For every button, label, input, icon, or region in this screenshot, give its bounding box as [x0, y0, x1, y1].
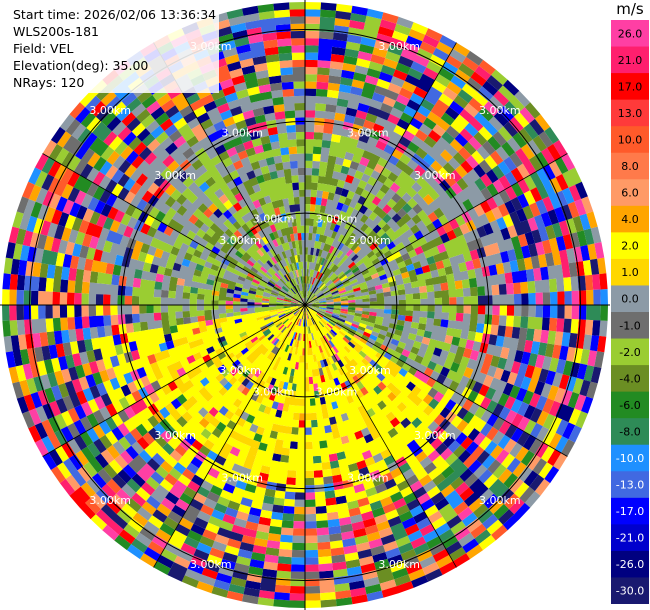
colorbar-tick-label: 2.0: [621, 240, 639, 253]
colorbar-segment: [611, 550, 649, 578]
colorbar-segment: [611, 46, 649, 74]
range-ring-label: 3.00km: [154, 429, 196, 442]
range-ring-label: 3.00km: [378, 40, 420, 53]
colorbar-segment: [611, 258, 649, 286]
colorbar-tick-label: -13.0: [616, 479, 644, 492]
range-ring-label: 3.00km: [221, 126, 263, 139]
range-ring-label: 3.00km: [253, 213, 295, 226]
azimuth-spoke: [42, 153, 306, 306]
colorbar-segment: [611, 365, 649, 393]
polar-grid: 3.00km 3.00km 3.00km 3.00km 3.00km 3.00km 3.00…: [0, 0, 610, 610]
colorbar-segment: [611, 20, 649, 48]
colorbar: 26.0 21.0 17.0 13.0 10.0 8.0 6.0 4.0 2.0 1.0 0.0 -1…: [611, 20, 649, 604]
range-ring-label: 3.00km: [479, 494, 521, 507]
colorbar-segment: [611, 152, 649, 180]
colorbar-tick-label: 21.0: [618, 54, 643, 67]
colorbar-units: m/s: [616, 0, 644, 18]
azimuth-spoke: [304, 42, 457, 306]
colorbar-segment: [611, 126, 649, 154]
scan-info-box: Start time: 2026/02/06 13:36:34 WLS200s-…: [12, 5, 220, 93]
range-ring-label: 3.00km: [378, 558, 420, 571]
colorbar-segment: [611, 338, 649, 366]
colorbar-tick-label: -17.0: [616, 505, 644, 518]
velocity-gate-group: [3, 2, 590, 607]
colorbar-tick-label: 10.0: [618, 133, 643, 146]
colorbar-segment: [611, 391, 649, 419]
range-ring-label: 3.00km: [414, 169, 456, 182]
velocity-gate-group: [3, 12, 608, 588]
range-ring-label: 3.00km: [219, 364, 261, 377]
colorbar-segment: [611, 444, 649, 472]
colorbar-tick-label: -30.0: [616, 585, 644, 598]
colorbar-tick-label: 13.0: [618, 107, 643, 120]
azimuth-spoke: [42, 304, 306, 457]
velocity-gate-group: [22, 34, 605, 572]
colorbar-tick-label: 1.0: [621, 266, 639, 279]
colorbar-segment: [611, 577, 649, 604]
colorbar-segment: [611, 179, 649, 207]
colorbar-segment: [611, 285, 649, 313]
range-ring-label: 3.00km: [316, 385, 358, 398]
velocity-gate-group: [2, 5, 600, 601]
velocity-gate-group: [5, 2, 601, 590]
elevation-text: Elevation(deg): 35.00: [13, 58, 149, 73]
nrays-text: NRays: 120: [13, 75, 85, 90]
range-ring-label: 3.00km: [154, 169, 196, 182]
colorbar-tick-label: 0.0: [621, 293, 639, 306]
colorbar-segment: [611, 524, 649, 552]
ppi-plot: 3.00km 3.00km 3.00km 3.00km 3.00km 3.00km 3.00…: [0, 0, 610, 610]
colorbar-segment: [611, 471, 649, 499]
range-ring-label: 3.00km: [253, 385, 295, 398]
start-time-text: Start time: 2026/02/06 13:36:34: [13, 7, 217, 22]
colorbar-segment: [611, 232, 649, 260]
colorbar-tick-label: -8.0: [619, 425, 640, 438]
range-ring-label: 3.00km: [190, 558, 232, 571]
colorbar-tick-label: -26.0: [616, 558, 644, 571]
colorbar-tick-label: -2.0: [619, 346, 640, 359]
velocity-gate-group: [2, 2, 592, 608]
colorbar-segment: [611, 497, 649, 525]
colorbar-tick-label: 17.0: [618, 80, 643, 93]
range-ring-label: 3.00km: [479, 104, 521, 117]
range-ring-label: 3.00km: [347, 472, 389, 485]
velocity-gate-group: [15, 53, 584, 608]
colorbar-tick-label: -10.0: [616, 452, 644, 465]
colorbar-segment: [611, 418, 649, 446]
colorbar-tick-label: -1.0: [619, 319, 640, 332]
range-ring-label: 3.00km: [221, 472, 263, 485]
range-ring-label: 3.00km: [414, 429, 456, 442]
colorbar-tick-label: 6.0: [621, 187, 639, 200]
colorbar-tick-label: -4.0: [619, 372, 640, 385]
instrument-text: WLS200s-181: [13, 24, 99, 39]
azimuth-spoke: [153, 304, 306, 568]
azimuth-spoke: [304, 153, 568, 306]
colorbar-tick-label: 26.0: [618, 27, 643, 40]
azimuth-spoke: [304, 304, 568, 457]
colorbar-tick-label: -21.0: [616, 532, 644, 545]
colorbar-tick-label: 4.0: [621, 213, 639, 226]
velocity-gate-group: [16, 10, 602, 598]
range-ring-label: 3.00km: [89, 104, 131, 117]
range-ring-label: 3.00km: [349, 234, 391, 247]
range-ring-label: 3.00km: [219, 234, 261, 247]
azimuth-spoke: [304, 304, 457, 568]
range-ring-label: 3.00km: [316, 213, 358, 226]
colorbar-tick-label: 8.0: [621, 160, 639, 173]
velocity-gate-group: [150, 305, 434, 479]
field-text: Field: VEL: [13, 41, 74, 56]
velocity-gates: [2, 2, 608, 608]
colorbar-segment: [611, 205, 649, 233]
range-ring-label: 3.00km: [89, 494, 131, 507]
range-ring-label: 3.00km: [349, 364, 391, 377]
colorbar-segment: [611, 312, 649, 340]
range-ring-label: 3.00km: [347, 126, 389, 139]
colorbar-segment: [611, 73, 649, 101]
colorbar-tick-label: -6.0: [619, 399, 640, 412]
colorbar-segment: [611, 99, 649, 127]
